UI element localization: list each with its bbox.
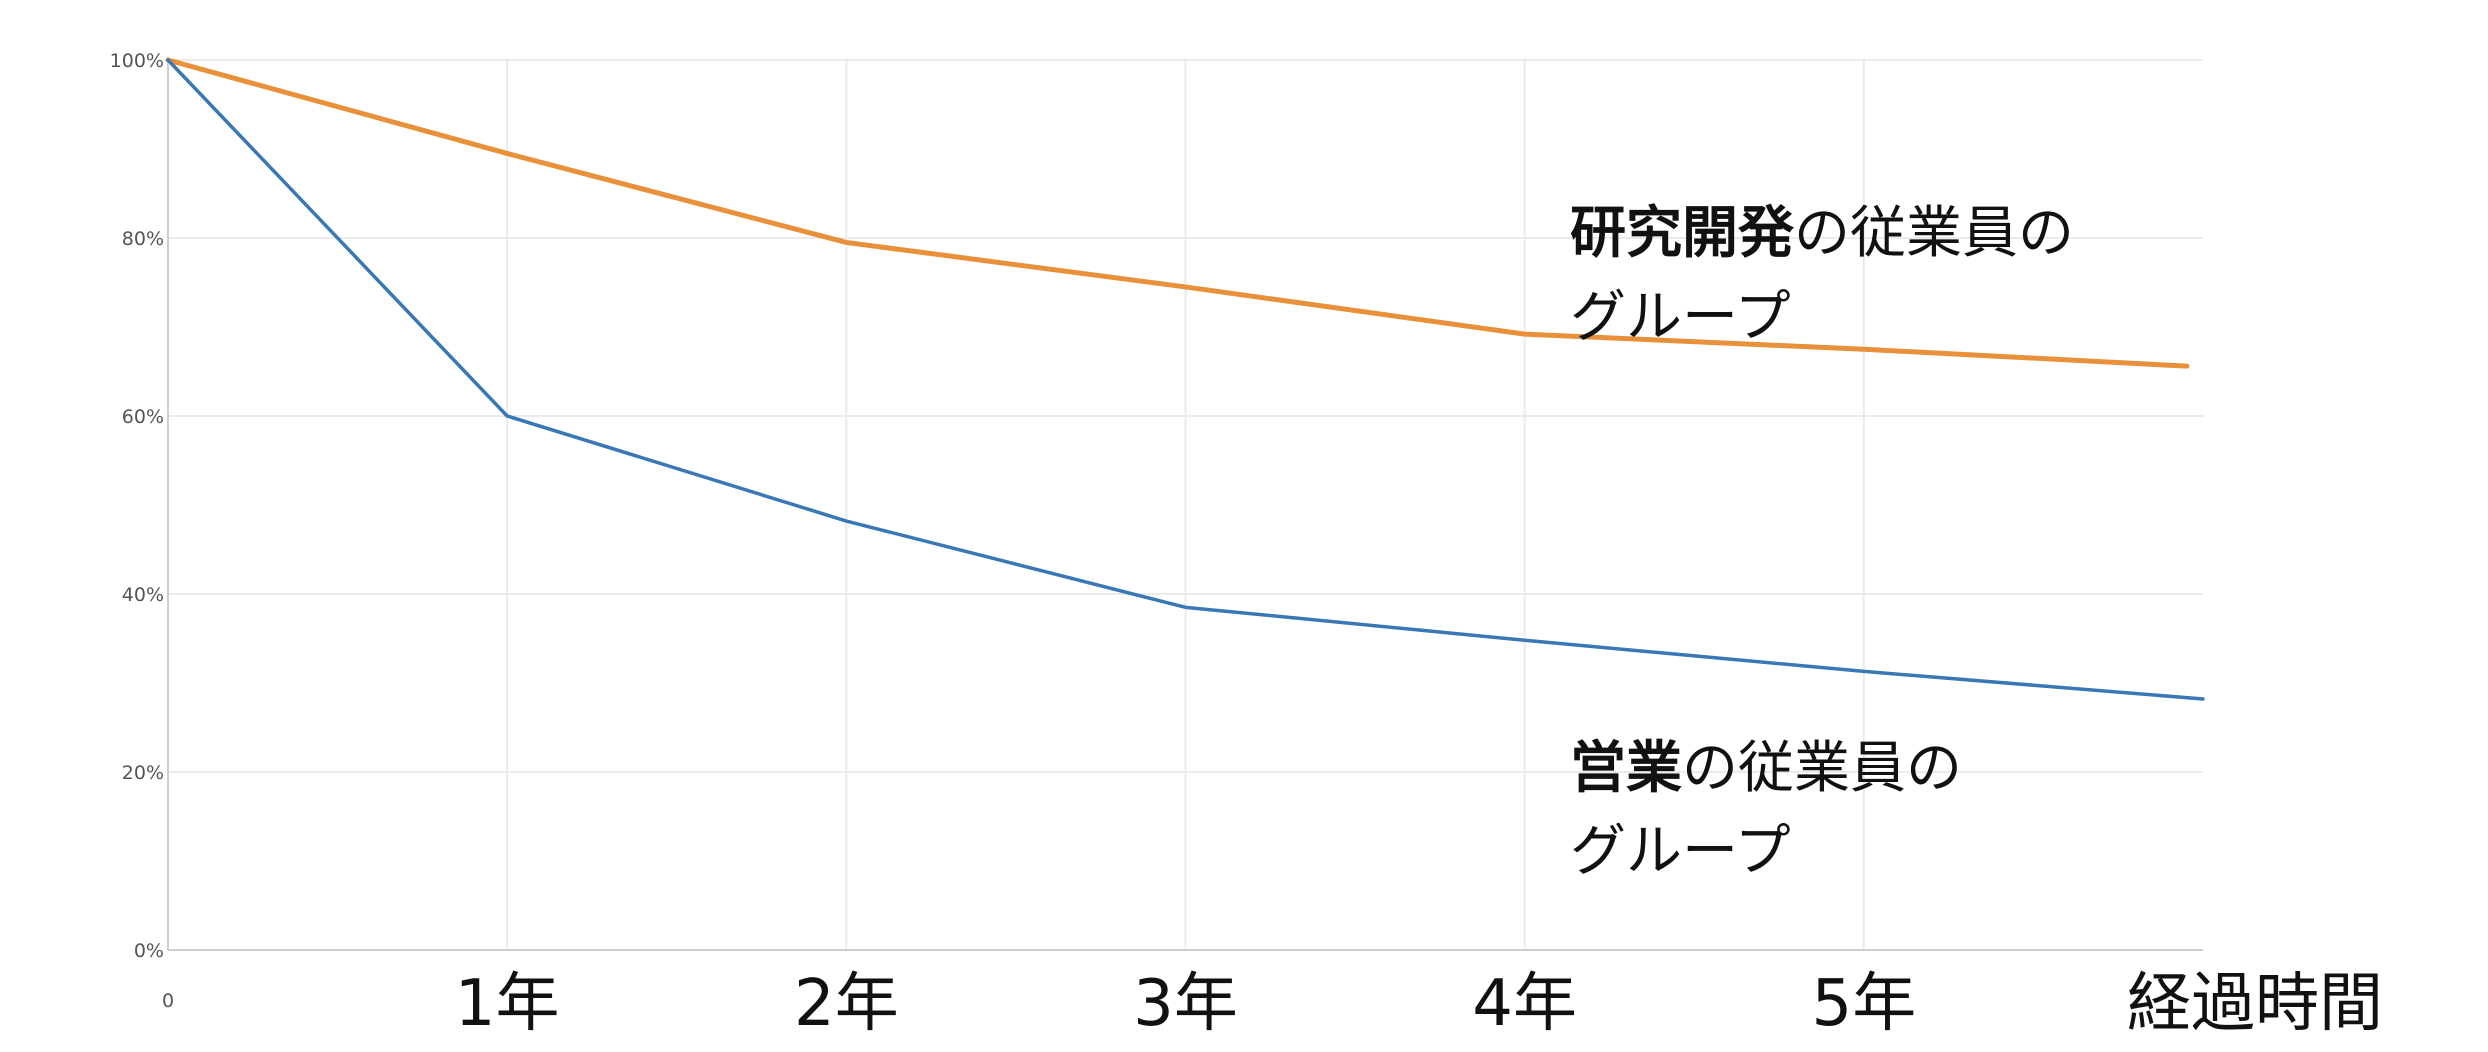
y-tick-label: 40% — [122, 584, 164, 606]
series-label-rnd: 研究開発の従業員の — [1570, 201, 2074, 266]
series-label-rnd-rest: の従業員の — [1794, 201, 2074, 266]
series-label-rnd-line2: グループ — [1570, 285, 1791, 350]
series-labels: 研究開発の従業員の グループ 営業の従業員の グループ — [1570, 201, 2074, 884]
x-tick-label: 1年 — [455, 967, 560, 1041]
x-tick-label-origin: 0 — [162, 990, 174, 1012]
tick-labels: 0% 20% 40% 60% 80% 100% 0 1年 2年 3年 4年 5年 経過時間 — [110, 50, 2383, 1041]
x-tick-label: 5年 — [1811, 967, 1916, 1041]
x-axis-title: 経過時間 — [2127, 967, 2383, 1041]
grid-lines — [168, 58, 2203, 950]
axes — [167, 58, 2203, 951]
y-tick-label: 100% — [110, 50, 164, 72]
y-tick-label: 20% — [122, 762, 164, 784]
y-tick-label: 0% — [134, 940, 164, 962]
series-label-rnd-bold: 研究開発 — [1570, 201, 1795, 266]
series-label-sales-line2: グループ — [1570, 819, 1791, 884]
x-tick-label: 4年 — [1472, 967, 1577, 1041]
series-label-sales-bold: 営業 — [1570, 736, 1682, 801]
series-line-sales — [166, 58, 2205, 701]
y-tick-label: 60% — [122, 406, 164, 428]
x-tick-label: 3年 — [1133, 967, 1238, 1041]
series-label-sales-rest: の従業員の — [1682, 736, 1962, 801]
y-tick-label: 80% — [122, 228, 164, 250]
x-tick-label: 2年 — [794, 967, 899, 1041]
series-label-sales: 営業の従業員の — [1570, 736, 1962, 801]
series-line-rnd — [165, 57, 2190, 369]
series-lines — [165, 57, 2205, 701]
